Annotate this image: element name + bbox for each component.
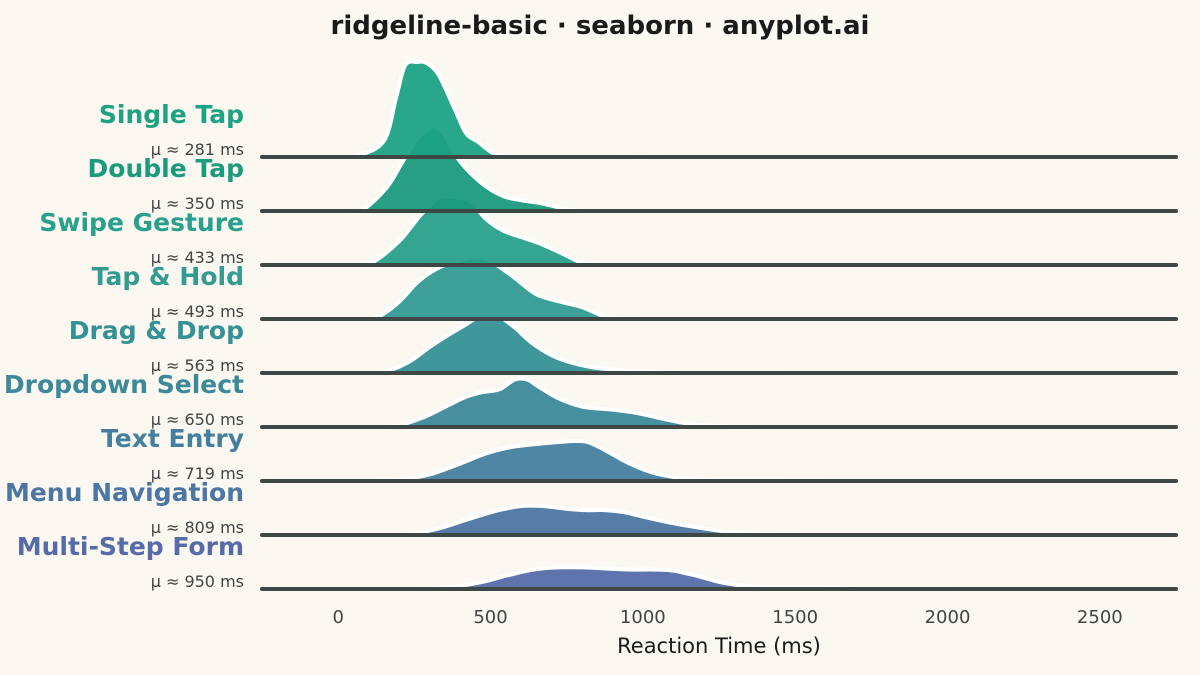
- x-tick-label: 1500: [772, 607, 818, 628]
- ridge-multi-step-form: Multi-Step Form μ ≈ 950 ms: [17, 532, 1178, 591]
- row-label-drag-drop: Drag & Drop: [69, 316, 244, 345]
- ridge-area-single-tap: [332, 61, 662, 158]
- row-label-tap-hold: Tap & Hold: [92, 262, 244, 291]
- mean-label-dropdown-select: μ ≈ 650 ms: [151, 410, 244, 429]
- ridge-area-multi-step-form: [399, 567, 1039, 589]
- mean-label-tap-hold: μ ≈ 493 ms: [151, 302, 244, 321]
- ridge-text-entry: Text Entry μ ≈ 719 ms: [101, 424, 1178, 483]
- mean-label-text-entry: μ ≈ 719 ms: [151, 464, 244, 483]
- ridge-double-tap: Double Tap μ ≈ 350 ms: [88, 124, 1178, 214]
- mean-label-drag-drop: μ ≈ 563 ms: [151, 356, 244, 375]
- row-label-dropdown-select: Dropdown Select: [4, 370, 244, 399]
- ridge-dropdown-select: Dropdown Select μ ≈ 650 ms: [4, 370, 1178, 429]
- ridges-group: Multi-Step Form μ ≈ 950 ms Menu Navigation…: [4, 59, 1178, 591]
- row-label-double-tap: Double Tap: [88, 154, 244, 183]
- ridge-menu-navigation: Menu Navigation μ ≈ 809 ms: [5, 478, 1178, 537]
- x-tick-label: 500: [473, 607, 507, 628]
- mean-label-single-tap: μ ≈ 281 ms: [151, 140, 244, 159]
- x-tick-label: 1000: [620, 607, 666, 628]
- mean-label-multi-step-form: μ ≈ 950 ms: [151, 572, 244, 591]
- row-label-text-entry: Text Entry: [101, 424, 244, 453]
- ridge-area-menu-navigation: [383, 505, 1009, 535]
- mean-label-swipe-gesture: μ ≈ 433 ms: [151, 248, 244, 267]
- ridge-swipe-gesture: Swipe Gesture μ ≈ 433 ms: [39, 194, 1178, 268]
- ridge-area-text-entry: [368, 440, 857, 481]
- ridge-area-drag-drop: [362, 314, 796, 374]
- ridge-drag-drop: Drag & Drop μ ≈ 563 ms: [69, 312, 1178, 376]
- mean-label-double-tap: μ ≈ 350 ms: [151, 194, 244, 213]
- chart-title: ridgeline-basic · seaborn · anyplot.ai: [331, 11, 870, 41]
- mean-label-menu-navigation: μ ≈ 809 ms: [151, 518, 244, 537]
- ridge-outline-single-tap: [332, 59, 662, 160]
- row-label-swipe-gesture: Swipe Gesture: [39, 208, 244, 237]
- x-axis-label: Reaction Time (ms): [617, 634, 821, 658]
- row-label-multi-step-form: Multi-Step Form: [17, 532, 244, 561]
- ridge-tap-hold: Tap & Hold μ ≈ 493 ms: [92, 254, 1178, 321]
- row-label-single-tap: Single Tap: [99, 100, 244, 129]
- x-tick-label: 0: [332, 607, 343, 628]
- x-axis-ticks: 0 500 1000 1500 2000 2500: [332, 607, 1122, 628]
- ridge-outline-dropdown-select: [368, 376, 796, 429]
- x-tick-label: 2000: [925, 607, 971, 628]
- ridge-area-swipe-gesture: [353, 196, 601, 266]
- ridge-single-tap: Single Tap μ ≈ 281 ms: [99, 59, 1178, 160]
- x-tick-label: 2500: [1077, 607, 1123, 628]
- ridge-area-dropdown-select: [368, 378, 796, 427]
- row-label-menu-navigation: Menu Navigation: [5, 478, 244, 507]
